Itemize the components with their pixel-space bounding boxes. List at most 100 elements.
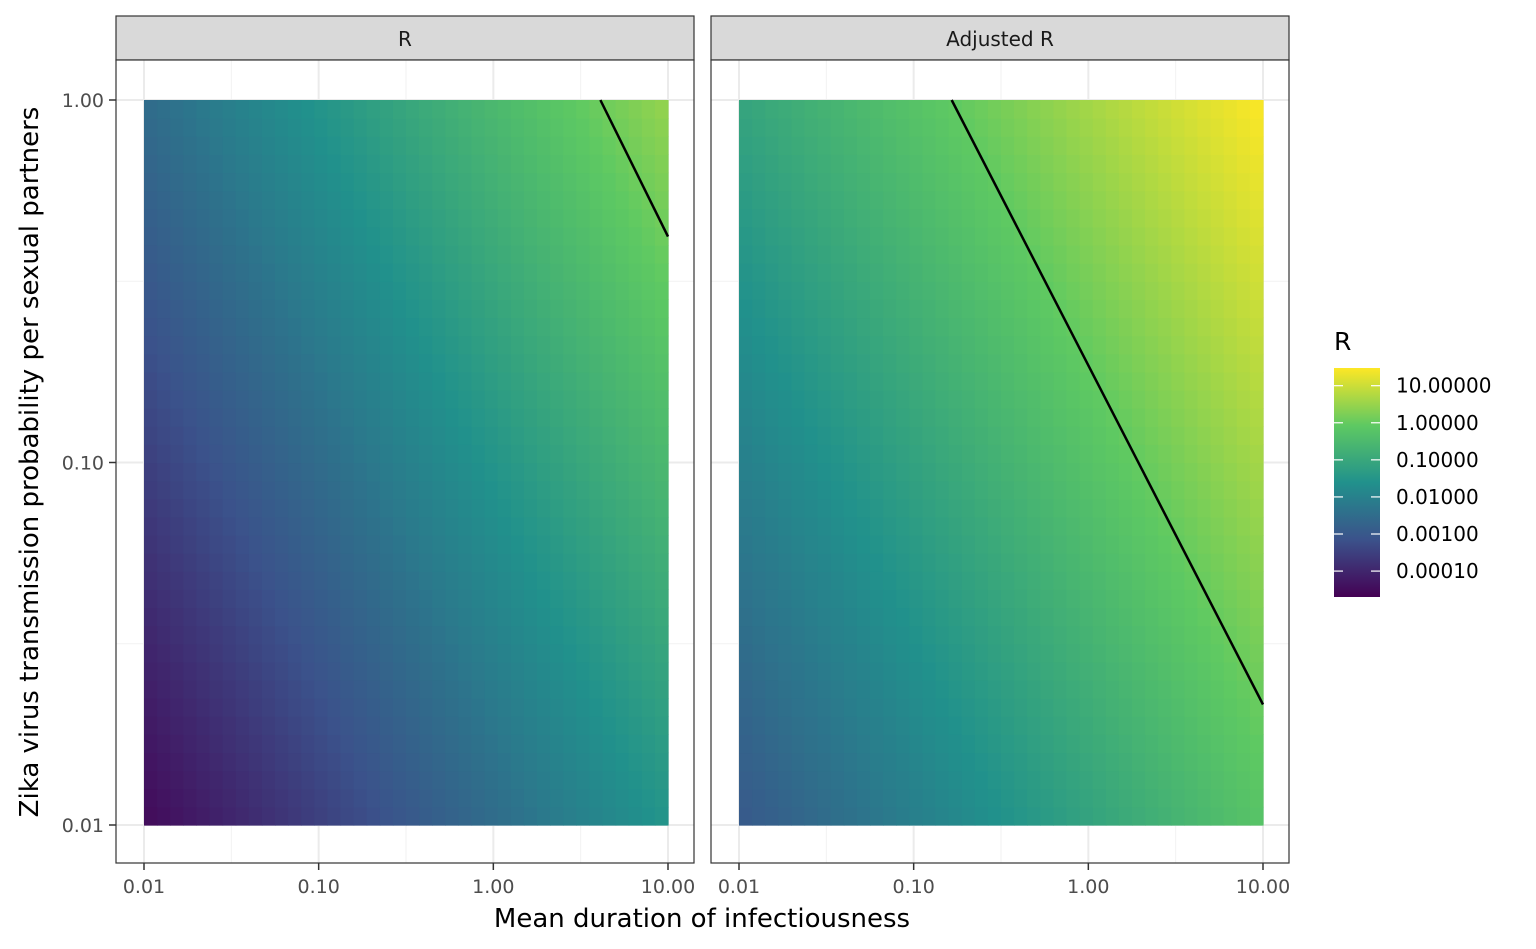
heatmap-tile: [739, 226, 753, 246]
heatmap-tile: [1158, 136, 1172, 155]
heatmap-tile: [314, 698, 328, 717]
heatmap-tile: [537, 462, 551, 482]
heatmap-tile: [458, 625, 473, 645]
heatmap-tile: [1092, 806, 1107, 826]
heatmap-tile: [261, 498, 276, 518]
heatmap-tile: [935, 100, 950, 119]
heatmap-tile: [987, 353, 1002, 373]
heatmap-tile: [641, 643, 656, 663]
heatmap-tile: [170, 172, 184, 192]
heatmap-tile: [641, 698, 656, 717]
heatmap-tile: [1027, 462, 1041, 482]
heatmap-tile: [922, 100, 937, 119]
heatmap-tile: [739, 190, 753, 210]
heatmap-tile: [563, 444, 577, 464]
heatmap-tile: [1079, 426, 1094, 445]
heatmap-tile: [209, 589, 224, 609]
heatmap-tile: [576, 154, 590, 174]
heatmap-tile: [1001, 589, 1015, 609]
heatmap-tile: [628, 698, 643, 717]
heatmap-tile: [791, 390, 806, 409]
heatmap-tile: [432, 625, 446, 645]
heatmap-tile: [922, 208, 937, 228]
heatmap-tile: [739, 589, 753, 609]
heatmap-tile: [170, 299, 184, 319]
heatmap-tile: [589, 390, 604, 409]
heatmap-tile: [1053, 118, 1068, 137]
heatmap-tile: [765, 172, 779, 192]
heatmap-tile: [484, 299, 499, 319]
heatmap-tile: [1053, 263, 1068, 282]
heatmap-tile: [935, 752, 950, 772]
heatmap-tile: [563, 680, 577, 699]
heatmap-tile: [275, 136, 289, 155]
heatmap-tile: [883, 444, 897, 464]
heatmap-tile: [987, 607, 1002, 627]
heatmap-tile: [275, 498, 289, 518]
heatmap-tile: [196, 371, 211, 391]
heatmap-tile: [589, 643, 604, 663]
heatmap-tile: [935, 498, 950, 518]
heatmap-tile: [1027, 335, 1041, 355]
heatmap-tile: [843, 607, 858, 627]
heatmap-tile: [235, 245, 250, 264]
heatmap-tile: [817, 806, 832, 826]
heatmap-tile: [209, 498, 224, 518]
heatmap-tile: [817, 734, 832, 754]
heatmap-tile: [1210, 553, 1225, 572]
heatmap-tile: [1027, 136, 1041, 155]
heatmap-tile: [196, 716, 211, 735]
heatmap-tile: [301, 516, 315, 536]
heatmap-tile: [896, 770, 910, 790]
heatmap-tile: [275, 625, 289, 645]
heatmap-tile: [830, 589, 845, 609]
heatmap-tile: [961, 245, 976, 264]
heatmap-tile: [458, 281, 473, 300]
heatmap-tile: [1118, 480, 1133, 500]
heatmap-tile: [563, 353, 577, 373]
heatmap-tile: [523, 535, 538, 554]
heatmap-tile: [523, 281, 538, 300]
heatmap-tile: [275, 734, 289, 754]
heatmap-tile: [445, 680, 459, 699]
heatmap-tile: [366, 625, 381, 645]
heatmap-tile: [1079, 625, 1094, 645]
heatmap-tile: [327, 698, 342, 717]
heatmap-tile: [883, 625, 897, 645]
heatmap-tile: [817, 172, 832, 192]
heatmap-tile: [419, 408, 433, 427]
heatmap-tile: [896, 589, 910, 609]
heatmap-tile: [301, 317, 315, 337]
heatmap-tile: [1001, 371, 1015, 391]
heatmap-tile: [157, 281, 171, 300]
heatmap-tile: [196, 462, 211, 482]
heatmap-tile: [765, 589, 779, 609]
heatmap-tile: [1053, 516, 1068, 536]
heatmap-tile: [778, 154, 792, 174]
heatmap-tile: [654, 788, 669, 808]
heatmap-tile: [170, 698, 184, 717]
heatmap-tile: [778, 390, 792, 409]
heatmap-tile: [484, 535, 499, 554]
heatmap-tile: [406, 553, 420, 572]
heatmap-tile: [589, 625, 604, 645]
heatmap-tile: [327, 716, 342, 735]
heatmap-tile: [1197, 480, 1212, 500]
heatmap-tile: [1014, 661, 1028, 681]
heatmap-tile: [340, 607, 355, 627]
heatmap-tile: [1092, 208, 1107, 228]
heatmap-tile: [1053, 680, 1068, 699]
heatmap-tile: [445, 154, 459, 174]
heatmap-tile: [1066, 408, 1081, 427]
heatmap-tile: [157, 335, 171, 355]
heatmap-tile: [883, 208, 897, 228]
heatmap-tile: [445, 788, 459, 808]
heatmap-tile: [261, 353, 276, 373]
heatmap-tile: [1197, 516, 1212, 536]
heatmap-tile: [1132, 335, 1146, 355]
heatmap-tile: [353, 390, 368, 409]
heatmap-tile: [739, 788, 753, 808]
heatmap-tile: [974, 680, 989, 699]
heatmap-tile: [1040, 698, 1054, 717]
heatmap-tile: [987, 100, 1002, 119]
